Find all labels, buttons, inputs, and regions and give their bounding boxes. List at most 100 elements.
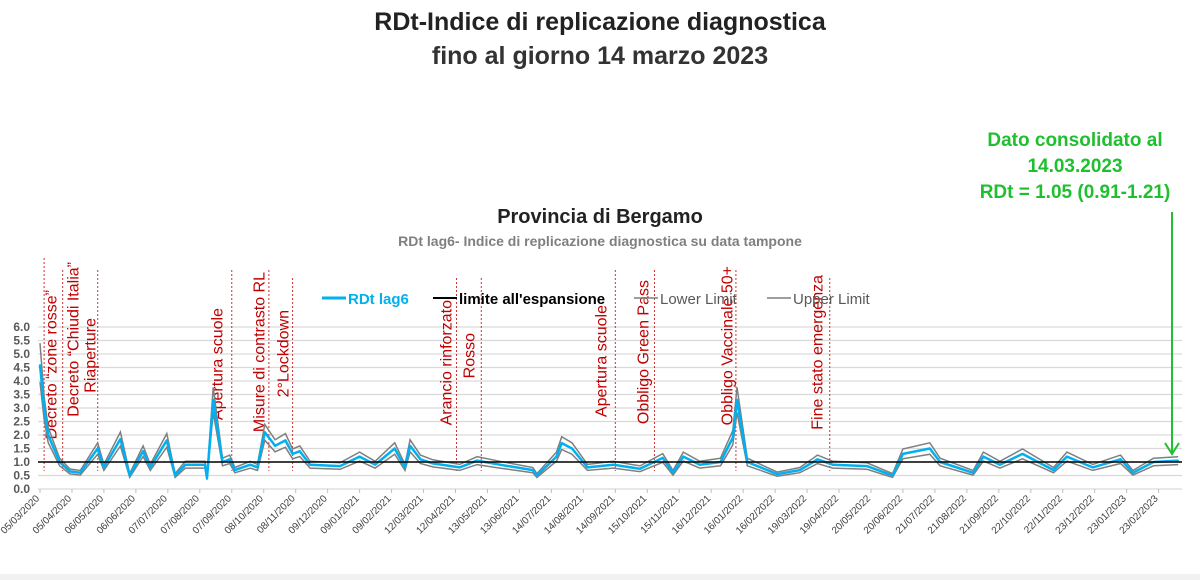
rdt-point bbox=[142, 450, 144, 453]
legend-lower: Lower Limit bbox=[660, 291, 738, 308]
chart-title: Provincia di Bergamo bbox=[497, 206, 703, 228]
rdt-point bbox=[374, 463, 376, 466]
rdt-point bbox=[560, 442, 563, 444]
rdt-point bbox=[299, 450, 301, 453]
note-line-1: Dato consolidato al bbox=[987, 130, 1163, 151]
y-tick-label: 0.0 bbox=[13, 482, 30, 496]
rdt-point bbox=[358, 455, 361, 458]
rdt-point bbox=[1132, 472, 1134, 474]
rdt-point bbox=[902, 453, 904, 455]
event-label: Misure di contrasto RL bbox=[252, 272, 269, 432]
page-subtitle: fino al giorno 14 marzo 2023 bbox=[431, 42, 769, 70]
event-label: Obbligo Vaccinale 50+ bbox=[720, 266, 737, 425]
rdt-point bbox=[972, 472, 974, 474]
rdt-point bbox=[128, 474, 131, 477]
y-tick-label: 4.0 bbox=[13, 374, 30, 388]
legend-rdt: RDt lag6 bbox=[348, 291, 409, 308]
rdt-point bbox=[96, 447, 99, 450]
rdt-point bbox=[204, 463, 206, 466]
arrow-head-icon bbox=[1164, 442, 1180, 456]
rdt-point bbox=[43, 407, 45, 409]
event-label: Arancio rinforzato bbox=[439, 300, 456, 425]
legend-upper: Upper Limit bbox=[793, 291, 871, 308]
rdt-point bbox=[816, 458, 819, 461]
rdt-point bbox=[284, 439, 287, 442]
y-tick-label: 6.0 bbox=[13, 320, 30, 334]
rdt-point bbox=[661, 457, 664, 459]
rdt-point bbox=[249, 463, 252, 466]
event-label: 2°Lockdown bbox=[276, 310, 293, 397]
rdt-point bbox=[736, 399, 738, 401]
page-title: RDt-Indice di replicazione diagnostica bbox=[374, 8, 826, 36]
legend: RDt lag6 limite all'espansione Lower Lim… bbox=[322, 291, 871, 308]
note-line-2: 14.03.2023 bbox=[1027, 156, 1123, 177]
rdt-point bbox=[672, 472, 674, 474]
rdt-point bbox=[228, 458, 231, 461]
rdt-point bbox=[982, 455, 985, 458]
y-tick-label: 3.0 bbox=[13, 401, 30, 415]
rdt-point bbox=[1091, 466, 1094, 469]
rdt-point bbox=[639, 467, 641, 470]
event-label: Fine stato emergenza bbox=[810, 275, 827, 430]
rdt-point bbox=[1021, 453, 1024, 455]
y-tick-label: 0.5 bbox=[13, 469, 30, 483]
rdt-point bbox=[69, 470, 71, 473]
rdt-point bbox=[682, 455, 685, 458]
rdt-point bbox=[432, 462, 434, 465]
rdt-point bbox=[291, 453, 294, 455]
note-line-3: RDt = 1.05 (0.91-1.21) bbox=[979, 182, 1171, 203]
rdt-point bbox=[776, 473, 778, 475]
rdt-point bbox=[166, 439, 168, 442]
rdt-point bbox=[571, 447, 573, 450]
rdt-point bbox=[206, 477, 208, 480]
bottom-border bbox=[0, 574, 1200, 580]
event-label: Decreto “Chiudi Italia” bbox=[66, 262, 83, 417]
rdt-point bbox=[832, 463, 834, 466]
rdt-point bbox=[699, 463, 701, 466]
y-tick-label: 1.0 bbox=[13, 455, 30, 469]
rdt-point bbox=[409, 445, 411, 447]
rdt-point bbox=[212, 399, 215, 401]
rdt-point bbox=[393, 447, 396, 450]
rdt-point bbox=[339, 465, 341, 467]
rdt-point bbox=[263, 431, 266, 434]
rdt-point bbox=[891, 474, 894, 477]
rdt-point bbox=[1177, 459, 1180, 462]
rdt-point bbox=[404, 466, 406, 469]
rdt-point bbox=[1119, 458, 1122, 461]
rdt-point bbox=[532, 469, 534, 471]
rdt-point bbox=[499, 463, 501, 466]
legend-threshold: limite all'espansione bbox=[459, 291, 605, 308]
y-tick-label: 5.5 bbox=[13, 334, 30, 348]
rdt-point bbox=[476, 459, 478, 462]
rdt-point bbox=[47, 434, 50, 436]
event-label: Rosso bbox=[462, 333, 479, 378]
rdt-point bbox=[39, 364, 41, 366]
rdt-point bbox=[732, 436, 734, 439]
rdt-point bbox=[866, 465, 868, 467]
rdt-point bbox=[999, 463, 1001, 466]
rdt-point bbox=[103, 466, 105, 469]
rdt-point bbox=[928, 447, 931, 450]
rdt-point bbox=[536, 474, 538, 477]
rdt-point bbox=[1052, 469, 1055, 471]
y-tick-label: 4.5 bbox=[13, 361, 30, 375]
consolidated-arrow bbox=[1164, 212, 1180, 456]
rdt-point bbox=[309, 463, 311, 466]
rdt-point bbox=[274, 445, 276, 447]
y-tick-label: 1.5 bbox=[13, 442, 30, 456]
y-tick-label: 2.0 bbox=[13, 428, 30, 442]
rdt-point bbox=[234, 469, 236, 471]
consolidated-note: Dato consolidato al 14.03.2023 RDt = 1.0… bbox=[960, 128, 1190, 206]
rdt-point bbox=[119, 438, 122, 440]
rdt-point bbox=[419, 458, 422, 461]
event-label: Decreto “zone rosse” bbox=[44, 290, 61, 439]
chart-subtitle: RDt lag6- Indice di replicazione diagnos… bbox=[398, 233, 802, 249]
event-label: Apertura scuole bbox=[594, 305, 611, 417]
y-tick-label: 5.0 bbox=[13, 347, 30, 361]
y-tick-label: 2.5 bbox=[13, 415, 30, 429]
rdt-point bbox=[149, 466, 152, 469]
event-label: Obbligo Green Pass bbox=[636, 280, 653, 424]
rdt-point bbox=[184, 463, 187, 466]
